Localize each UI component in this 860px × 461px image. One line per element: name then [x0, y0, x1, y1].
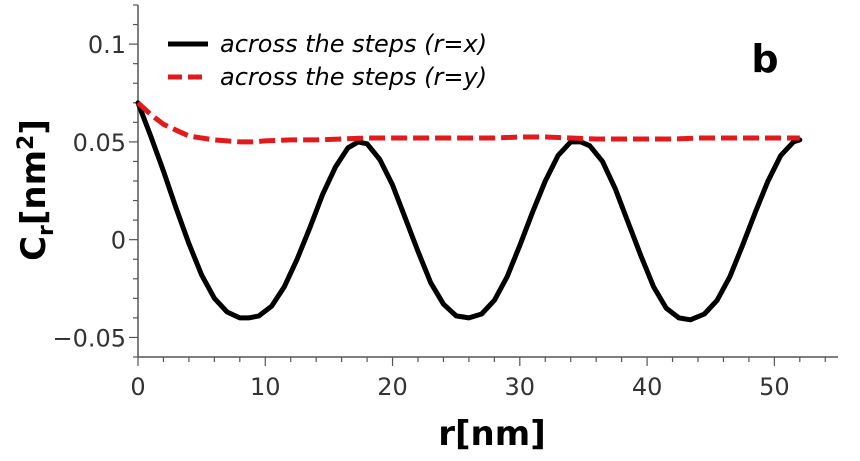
series-line-r-y: [136, 100, 800, 145]
legend-label-r-y: across the steps (r=y): [220, 63, 487, 91]
y-axis-title-main: C: [14, 236, 54, 261]
y-tick-labels: −0.05 0 0.05 0.1: [52, 31, 126, 352]
x-tick-label: 30: [505, 373, 536, 401]
y-axis-title-close: ]: [14, 119, 54, 135]
x-tick-label: 40: [632, 373, 663, 401]
x-tick-labels: 0 10 20 30 40 50: [130, 373, 789, 401]
y-tick-label: −0.05: [52, 324, 126, 352]
y-tick-label: 0.1: [88, 31, 126, 59]
y-tick-label: 0.05: [73, 129, 126, 157]
x-tick-label: 0: [130, 373, 145, 401]
x-tick-label: 20: [377, 373, 408, 401]
legend: across the steps (r=x) across the steps …: [168, 30, 487, 91]
series-layer: [135, 100, 803, 323]
series-line-r-x: [135, 100, 803, 323]
x-axis-title: r[nm]: [438, 414, 545, 454]
y-axis-title-sup: 2: [14, 135, 39, 150]
y-axis-title: Cr[nm2]: [14, 119, 59, 261]
y-axis-title-unit: [nm: [14, 150, 54, 225]
y-axis-title-sub: r: [34, 225, 59, 236]
x-tick-label: 10: [250, 373, 281, 401]
y-tick-label: 0: [111, 227, 126, 255]
panel-label: b: [751, 37, 778, 81]
axes: [129, 4, 838, 366]
x-tick-label: 50: [759, 373, 790, 401]
legend-label-r-x: across the steps (r=x): [220, 30, 487, 58]
